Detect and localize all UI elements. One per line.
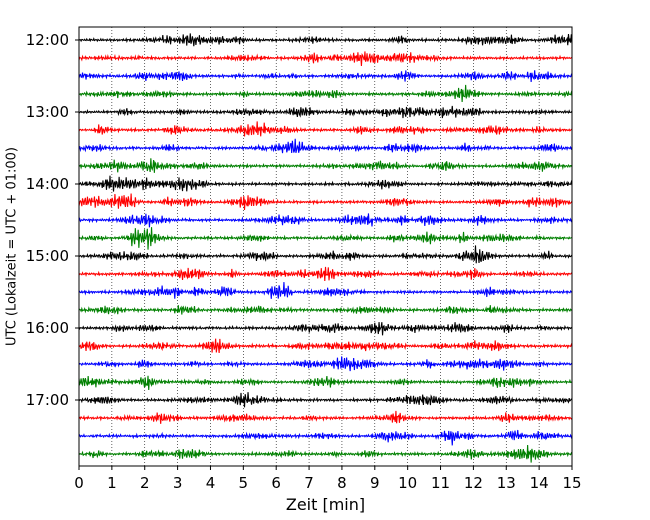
x-axis-ticks: 0 1 2 3 4 5 6 7 8 9 10 11 12 13 14 15 (74, 466, 582, 492)
trace-1330 (78, 138, 573, 154)
trace-1700 (78, 392, 573, 408)
x-tick-label: 6 (271, 474, 281, 492)
trace-1515 (78, 266, 573, 281)
x-tick-label: 9 (370, 474, 380, 492)
x-axis-label: Zeit [min] (286, 495, 365, 514)
traces (78, 33, 573, 463)
x-tick-label: 12 (464, 474, 483, 492)
x-tick-label: 4 (206, 474, 216, 492)
trace-1230 (78, 70, 573, 83)
trace-1300 (78, 105, 573, 119)
trace-1715 (78, 410, 573, 424)
x-tick-label: 15 (562, 474, 581, 492)
x-tick-label: 14 (530, 474, 549, 492)
trace-1345 (78, 158, 573, 173)
trace-1730 (78, 429, 573, 446)
trace-1530 (78, 282, 573, 299)
x-tick-label: 11 (431, 474, 450, 492)
x-tick-label: 7 (304, 474, 314, 492)
trace-1415 (78, 193, 573, 210)
y-tick-label: 13:00 (26, 103, 69, 121)
trace-1445 (78, 227, 573, 250)
trace-1545 (78, 305, 573, 315)
y-tick-label: 15:00 (26, 247, 69, 265)
trace-1200 (78, 33, 573, 47)
trace-1500 (78, 245, 573, 264)
x-tick-label: 8 (337, 474, 347, 492)
trace-1645 (78, 375, 573, 390)
y-tick-label: 17:00 (26, 391, 69, 409)
x-tick-label: 5 (239, 474, 249, 492)
x-tick-label: 3 (173, 474, 183, 492)
trace-1630 (78, 356, 573, 372)
x-tick-label: 2 (140, 474, 150, 492)
plot-frame (78, 26, 573, 467)
trace-1215 (78, 51, 573, 66)
y-axis-label: UTC (Lokalzeit = UTC + 01:00) (5, 147, 20, 346)
y-tick-label: 16:00 (26, 319, 69, 337)
x-tick-label: 0 (74, 474, 84, 492)
trace-1315 (78, 121, 573, 137)
x-tick-label: 13 (497, 474, 516, 492)
y-tick-label: 12:00 (26, 31, 69, 49)
grid-lines (111, 27, 540, 466)
trace-1615 (78, 338, 573, 353)
trace-1600 (78, 322, 573, 336)
trace-1430 (78, 213, 573, 228)
x-tick-label: 1 (107, 474, 117, 492)
y-tick-label: 14:00 (26, 175, 69, 193)
x-tick-label: 10 (398, 474, 417, 492)
trace-1245 (78, 84, 573, 102)
trace-1745 (78, 444, 573, 463)
y-axis-ticks: 12:00 13:00 14:00 15:00 16:00 17:00 (26, 31, 79, 409)
trace-1400 (78, 175, 573, 192)
